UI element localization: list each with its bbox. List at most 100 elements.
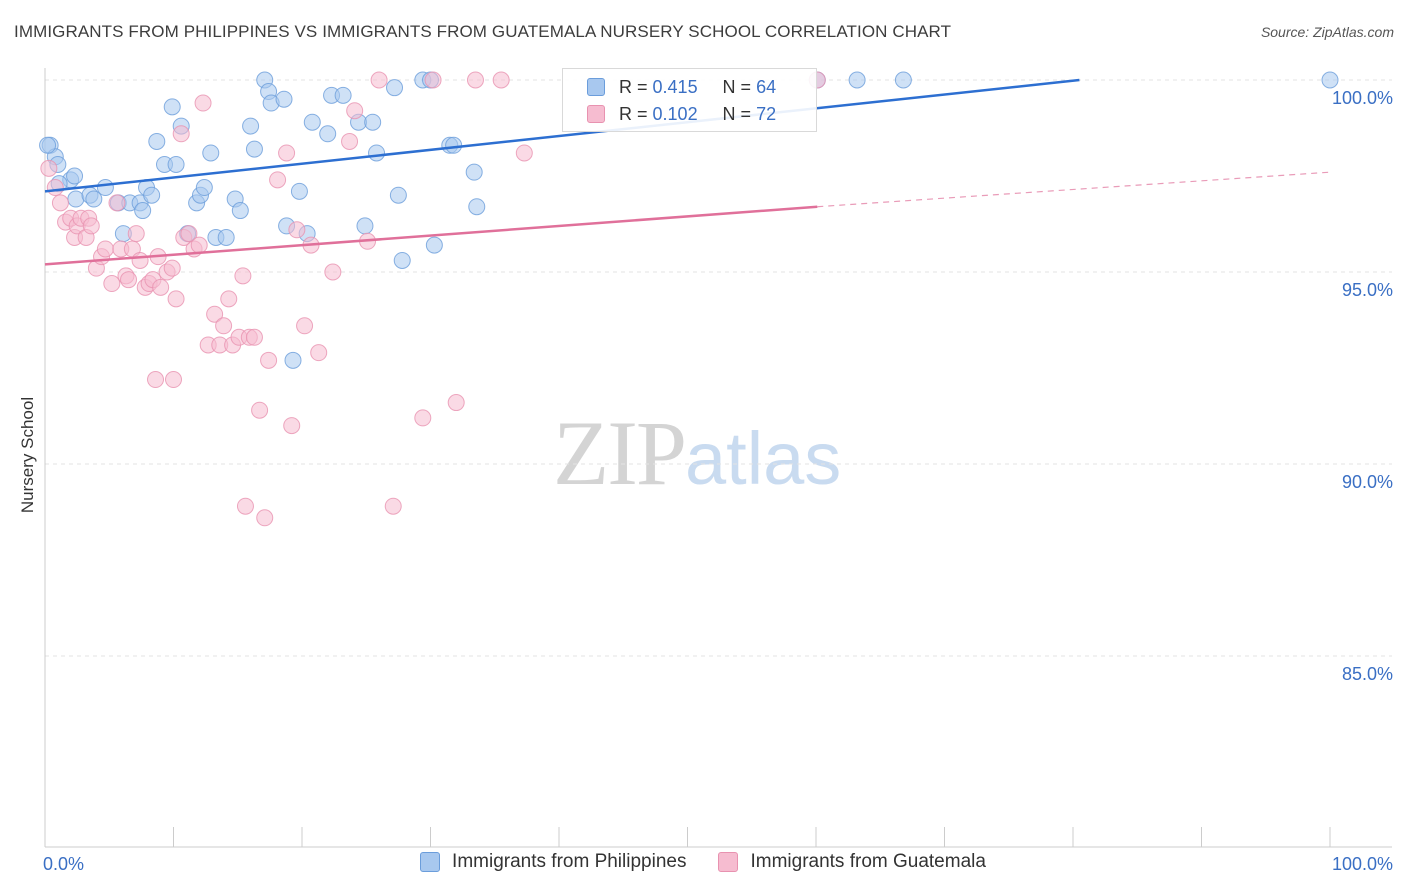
point-philippines: [425, 236, 443, 254]
point-guatemala: [46, 179, 64, 197]
point-guatemala: [515, 144, 533, 162]
point-guatemala: [256, 509, 274, 527]
point-philippines: [364, 113, 382, 131]
point-guatemala: [165, 371, 182, 389]
point-philippines: [39, 136, 57, 154]
point-guatemala: [215, 317, 233, 335]
legend-n-label: N =: [722, 76, 752, 97]
point-philippines: [389, 186, 407, 204]
correlation-legend: R = 0.415 N = 64 R = 0.102 N = 72: [562, 68, 817, 132]
point-philippines: [894, 71, 912, 89]
point-guatemala: [127, 225, 145, 243]
point-philippines: [242, 117, 260, 135]
watermark-atlas: atlas: [685, 417, 842, 500]
legend-row-guatemala: R = 0.102 N = 72: [587, 102, 776, 126]
point-guatemala: [236, 497, 254, 515]
point-philippines: [195, 179, 213, 197]
legend-r-label: R =: [619, 76, 648, 97]
point-philippines: [163, 98, 181, 116]
point-philippines: [356, 217, 374, 235]
point-philippines: [319, 125, 337, 143]
point-guatemala: [447, 394, 465, 412]
watermark-zip: ZIP: [553, 402, 687, 504]
point-guatemala: [180, 225, 198, 243]
point-philippines: [848, 71, 866, 89]
point-guatemala: [172, 125, 190, 143]
series-legend-item-philippines[interactable]: Immigrants from Philippines: [420, 851, 686, 873]
series-label-philippines: Immigrants from Philippines: [452, 851, 687, 872]
point-philippines: [148, 132, 166, 150]
legend-n-value: 64: [756, 76, 777, 97]
point-philippines: [85, 190, 103, 208]
trendline-guatemala-extension: [817, 171, 1331, 208]
point-philippines: [465, 163, 483, 181]
point-guatemala: [245, 328, 263, 346]
point-guatemala: [278, 144, 296, 162]
series-swatch-guatemala: [718, 852, 739, 872]
point-philippines: [245, 140, 263, 158]
series-label-guatemala: Immigrants from Guatemala: [750, 851, 986, 872]
point-philippines: [393, 251, 411, 269]
chart-title: IMMIGRANTS FROM PHILIPPINES VS IMMIGRANT…: [14, 22, 952, 41]
chart-source: Source: ZipAtlas.com: [1260, 24, 1394, 40]
legend-n-value: 72: [756, 103, 777, 124]
y-tick-label: 85.0%: [1342, 664, 1393, 684]
point-guatemala: [190, 236, 208, 254]
watermark: ZIPatlas: [553, 400, 841, 506]
point-guatemala: [414, 409, 432, 427]
point-philippines: [167, 155, 185, 173]
point-philippines: [231, 202, 249, 220]
point-guatemala: [466, 71, 484, 89]
legend-r-value: 0.102: [652, 103, 698, 124]
series-legend: Immigrants from Philippines Immigrants f…: [0, 851, 1406, 873]
legend-r-label: R =: [619, 103, 648, 124]
point-guatemala: [424, 71, 442, 89]
point-philippines: [1321, 71, 1339, 89]
point-guatemala: [324, 263, 342, 281]
legend-swatch-philippines: [587, 78, 605, 96]
series-legend-item-guatemala[interactable]: Immigrants from Guatemala: [718, 851, 986, 873]
point-guatemala: [131, 251, 149, 269]
point-guatemala: [163, 259, 181, 277]
y-tick-label: 90.0%: [1342, 472, 1393, 492]
point-guatemala: [96, 240, 114, 258]
point-guatemala: [260, 351, 278, 369]
point-guatemala: [206, 305, 224, 323]
point-guatemala: [120, 271, 138, 289]
point-philippines: [143, 186, 161, 204]
point-philippines: [202, 144, 220, 162]
point-philippines: [290, 182, 308, 200]
point-guatemala: [103, 275, 121, 293]
x-tick-label: 100.0%: [1332, 854, 1393, 874]
point-philippines: [275, 90, 293, 108]
trendline-philippines: [44, 78, 1080, 193]
point-guatemala: [82, 217, 100, 235]
point-guatemala: [152, 278, 170, 296]
legend-swatch-guatemala: [587, 105, 605, 123]
y-tick-label: 100.0%: [1332, 88, 1393, 108]
x-tick-label: 0.0%: [43, 854, 84, 874]
point-philippines: [445, 136, 463, 154]
point-guatemala: [370, 71, 388, 89]
legend-row-philippines: R = 0.415 N = 64: [587, 75, 776, 99]
point-guatemala: [220, 290, 238, 308]
point-philippines: [334, 86, 352, 104]
point-philippines: [303, 113, 321, 131]
trendline-guatemala: [44, 205, 818, 266]
y-tick-label: 95.0%: [1342, 280, 1393, 300]
point-philippines: [386, 79, 404, 97]
point-guatemala: [269, 171, 287, 189]
point-guatemala: [346, 102, 364, 120]
series-swatch-philippines: [420, 852, 441, 872]
point-philippines: [134, 202, 152, 220]
point-guatemala: [341, 132, 359, 150]
point-guatemala: [194, 94, 212, 112]
point-guatemala: [51, 194, 69, 212]
point-guatemala: [167, 290, 185, 308]
point-philippines: [67, 190, 85, 208]
point-guatemala: [296, 317, 314, 335]
point-guatemala: [251, 401, 269, 419]
point-guatemala: [108, 194, 126, 212]
point-guatemala: [288, 221, 306, 239]
